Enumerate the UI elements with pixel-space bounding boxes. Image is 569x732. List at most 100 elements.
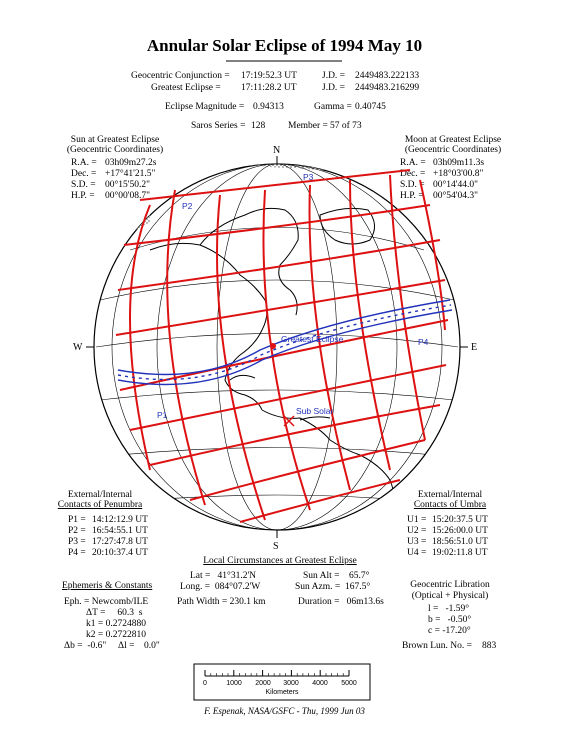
gamma-value: 0.40745 (355, 102, 386, 112)
libration-subheading: (Optical + Physical) (411, 591, 489, 601)
p4-value: 20:10:37.4 UT (92, 548, 148, 558)
local-path-width: Path Width = 230.1 km (177, 597, 266, 607)
ephemeris-k1: k1 = 0.2724880 (86, 619, 146, 629)
u2-value: 15:26:00.0 UT (432, 526, 488, 536)
moon-ra-value: 03h09m11.3s (433, 158, 485, 168)
ephemeris-k2: k2 = 0.2722810 (86, 630, 146, 640)
brown-value: 883 (482, 641, 497, 651)
libration-c: c = -17.20° (428, 626, 471, 636)
east-label: E (471, 342, 478, 353)
jd1-label: J.D. = (322, 71, 346, 81)
compass-ticks (86, 156, 468, 538)
sun-ra-label: R.A. = (71, 158, 97, 168)
scale-tick-4000: 4000 (312, 680, 328, 687)
ephemeris-dt: ΔT = 60.3 s (86, 608, 143, 618)
sun-hp-value: 00°00'08.7" (105, 191, 151, 201)
p2-map-label: P2 (182, 201, 193, 211)
local-long: Long. = 084°07.2'W (180, 582, 261, 592)
sub-solar-marker (283, 415, 295, 427)
moon-hp-label: H.P. = (400, 191, 424, 201)
sun-dec-value: +17°41'21.5" (105, 169, 156, 179)
page-title: Annular Solar Eclipse of 1994 May 10 (146, 36, 423, 55)
conjunction-label: Geocentric Conjunction = (131, 71, 230, 81)
umbra-path (117, 299, 453, 386)
penumbra-heading: External/Internal (67, 490, 133, 500)
sun-sd-value: 00°15'50.2" (105, 180, 151, 190)
p1-map-label: P1 (157, 410, 168, 420)
scale-tick-3000: 3000 (283, 680, 299, 687)
p3-label: P3 = (68, 537, 86, 547)
moon-hp-value: 00°54'04.3" (433, 191, 479, 201)
libration-l: l = -1.59° (428, 604, 470, 614)
p3-map-label: P3 (303, 172, 314, 182)
sun-hp-label: H.P. = (71, 191, 95, 201)
brown-label: Brown Lun. No. = (402, 641, 473, 651)
local-sun-alt: Sun Alt = 65.7° (303, 571, 370, 581)
gamma-label: Gamma = (314, 102, 352, 112)
local-sun-azm: Sun Azm. = 167.5° (295, 582, 371, 592)
jd2-label: J.D. = (322, 83, 346, 93)
north-label: N (273, 145, 281, 156)
sun-sd-label: S.D. = (71, 180, 96, 190)
moon-ra-label: R.A. = (400, 158, 426, 168)
greatest-eclipse-map-label: Greatest Eclipse (281, 334, 344, 344)
member-label: Member = (288, 121, 328, 131)
ephemeris-eph: Eph. = Newcomb/ILE (64, 597, 149, 607)
south-label: S (273, 541, 279, 552)
sun-dec-label: Dec. = (71, 169, 97, 179)
jd1-value: 2449483.222133 (355, 71, 420, 81)
sun-heading: Sun at Greatest Eclipse (70, 135, 160, 145)
member-value: 57 of 73 (330, 121, 362, 131)
graticule (95, 164, 459, 530)
coastlines (149, 207, 396, 521)
moon-subheading: (Geocentric Coordinates) (404, 145, 502, 155)
local-duration: Duration = 06m13.6s (298, 597, 384, 607)
u4-label: U4 = (407, 548, 427, 558)
p1-label: P1 = (68, 515, 86, 525)
greatest-eclipse-marker (270, 343, 276, 349)
sun-ra-value: 03h09m27.2s (105, 158, 157, 168)
moon-dec-label: Dec. = (400, 169, 426, 179)
jd2-value: 2449483.216299 (355, 83, 420, 93)
scale-tick-2000: 2000 (255, 680, 271, 687)
scale-tick-1000: 1000 (226, 680, 242, 687)
saros-value: 128 (251, 121, 266, 131)
ephemeris-heading: Ephemeris & Constants (62, 581, 153, 591)
u3-label: U3 = (407, 537, 427, 547)
ephemeris-dl: Δl = 0.0" (118, 641, 160, 651)
u1-value: 15:20:37.5 UT (432, 515, 488, 525)
magnitude-value: 0.94313 (253, 102, 284, 112)
p4-map-label: P4 (418, 337, 429, 347)
credit: F. Espenak, NASA/GSFC - Thu, 1999 Jun 03 (204, 706, 365, 716)
ephemeris-db: Δb = -0.6" (64, 641, 107, 651)
scale-tick-5000: 5000 (341, 680, 357, 687)
u2-label: U2 = (407, 526, 427, 536)
sub-solar-map-label: Sub Solar (296, 406, 334, 416)
scale-tick-0: 0 (203, 680, 207, 687)
umbra-subheading: Contacts of Umbra (413, 500, 487, 510)
penumbra-subheading: Contacts of Penumbra (57, 500, 143, 510)
local-lat: Lat = 41°31.2'N (190, 571, 257, 581)
greatest-eclipse-label: Greatest Eclipse = (151, 83, 221, 93)
magnitude-label: Eclipse Magnitude = (165, 102, 245, 112)
moon-sd-value: 00°14'44.0" (433, 180, 479, 190)
p1-value: 14:12:12.9 UT (92, 515, 148, 525)
west-label: W (73, 342, 83, 353)
u3-value: 18:56:51.0 UT (432, 537, 488, 547)
p3-value: 17:27:47.8 UT (92, 537, 148, 547)
sun-subheading: (Geocentric Coordinates) (66, 145, 164, 155)
p4-label: P4 = (68, 548, 86, 558)
u1-label: U1 = (407, 515, 427, 525)
moon-dec-value: +18°03'00.8" (433, 169, 484, 179)
umbra-heading: External/Internal (417, 490, 483, 500)
p2-label: P2 = (68, 526, 86, 536)
scale-unit: Kilometers (265, 689, 299, 696)
local-heading: Local Circumstances at Greatest Eclipse (203, 556, 357, 566)
libration-heading: Geocentric Libration (410, 580, 490, 590)
moon-heading: Moon at Greatest Eclipse (404, 135, 502, 145)
saros-label: Saros Series = (191, 121, 246, 131)
greatest-eclipse-value: 17:11:28.2 UT (241, 83, 297, 93)
u4-value: 19:02:11.8 UT (432, 548, 488, 558)
libration-b: b = -0.50° (428, 615, 472, 625)
